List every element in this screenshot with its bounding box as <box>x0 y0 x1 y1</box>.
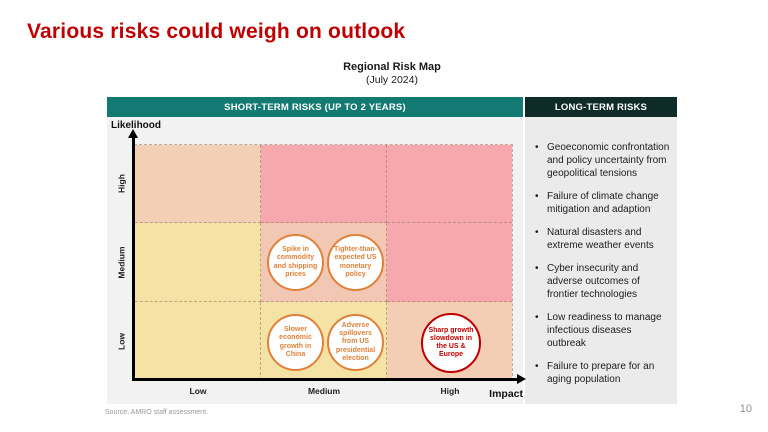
bullet-icon <box>535 311 547 350</box>
list-item: Failure to prepare for an aging populati… <box>535 360 671 386</box>
bullet-icon <box>535 190 547 216</box>
list-item: Geoeconomic confrontation and policy unc… <box>535 141 671 180</box>
figure-caption: Regional Risk Map (July 2024) <box>107 61 677 87</box>
risk-bubble-us-election-spillovers: Adverse spillovers from US presidential … <box>327 314 384 371</box>
y-axis-line <box>132 138 135 380</box>
risk-bubble-us-europe-slowdown: Sharp growth slowdown in the US & Europe <box>421 313 481 373</box>
long-term-risk-text: Cyber insecurity and adverse outcomes of… <box>547 263 640 300</box>
bullet-icon <box>535 360 547 386</box>
cell-medium-low <box>135 223 261 302</box>
list-item: Low readiness to manage infectious disea… <box>535 311 671 350</box>
risk-bubble-us-monetary-policy: Tighter-than-expected US monetary policy <box>327 234 384 291</box>
long-term-risks-list: Geoeconomic confrontation and policy unc… <box>525 141 677 396</box>
slide-title: Various risks could weigh on outlook <box>27 20 406 43</box>
cell-high-low <box>135 145 261 223</box>
risk-bubble-china-growth: Slower economic growth in China <box>267 314 324 371</box>
bullet-icon <box>535 226 547 252</box>
x-axis-arrow-icon <box>517 374 526 384</box>
figure-subtitle: (July 2024) <box>366 74 418 86</box>
cell-high-medium <box>261 145 387 223</box>
cell-low-low <box>135 302 261 380</box>
y-tick-high: High <box>116 174 127 193</box>
bullet-icon <box>535 262 547 301</box>
cell-medium-high <box>387 223 512 302</box>
figure-title: Regional Risk Map <box>343 61 441 73</box>
x-axis-title: Impact <box>489 388 523 400</box>
long-term-risk-text: Natural disasters and extreme weather ev… <box>547 227 654 251</box>
y-tick-medium: Medium <box>116 246 127 279</box>
x-tick-medium: Medium <box>307 386 341 396</box>
long-term-panel <box>525 97 677 404</box>
long-term-header: LONG-TERM RISKS <box>525 97 677 117</box>
y-axis-arrow-icon <box>128 129 138 138</box>
long-term-risk-text: Failure to prepare for an aging populati… <box>547 361 655 385</box>
long-term-risk-text: Low readiness to manage infectious disea… <box>547 312 662 349</box>
short-term-header: SHORT-TERM RISKS (UP TO 2 YEARS) <box>107 97 523 117</box>
x-tick-low: Low <box>189 386 207 396</box>
bullet-icon <box>535 141 547 180</box>
cell-high-high <box>387 145 512 223</box>
risk-bubble-commodity-prices: Spike in commodity and shipping prices <box>267 234 324 291</box>
y-axis-title: Likelihood <box>111 120 161 131</box>
list-item: Cyber insecurity and adverse outcomes of… <box>535 262 671 301</box>
list-item: Natural disasters and extreme weather ev… <box>535 226 671 252</box>
page-number: 10 <box>739 403 752 415</box>
source-note: Source: AMRO staff assessment. <box>105 409 208 416</box>
long-term-risk-text: Failure of climate change mitigation and… <box>547 191 659 215</box>
y-tick-low: Low <box>116 333 127 350</box>
x-axis-line <box>132 378 518 381</box>
list-item: Failure of climate change mitigation and… <box>535 190 671 216</box>
x-tick-high: High <box>440 386 460 396</box>
long-term-risk-text: Geoeconomic confrontation and policy unc… <box>547 142 670 179</box>
